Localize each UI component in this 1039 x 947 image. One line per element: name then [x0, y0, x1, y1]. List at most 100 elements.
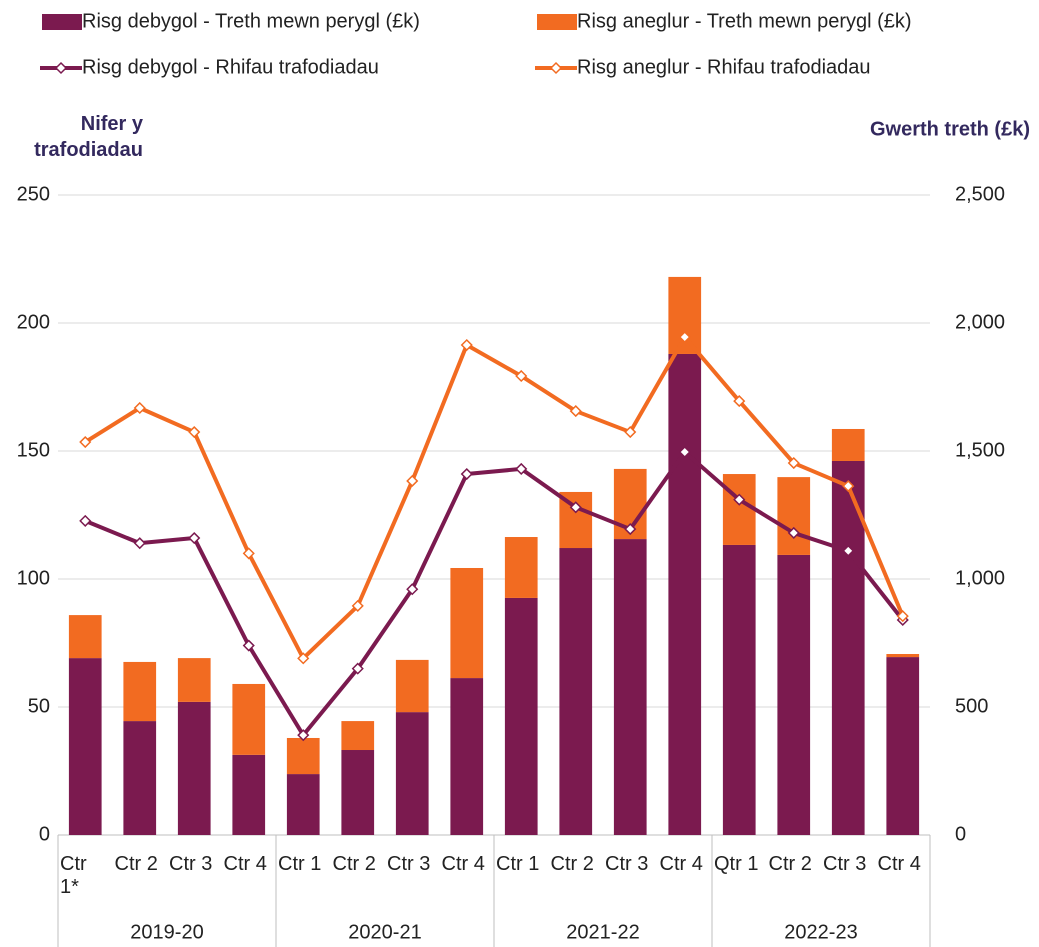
legend-label: Risg aneglur - Rhifau trafodiadau [577, 56, 871, 78]
x-tick-label: Ctr 4 [441, 853, 485, 875]
y2-tick-label: 2,000 [955, 311, 1005, 333]
bar [886, 654, 920, 658]
y-tick-label: 250 [17, 183, 50, 205]
bar [450, 567, 484, 679]
x-tick-label: Ctr 4 [659, 853, 703, 875]
line [84, 335, 905, 661]
x-tick-label: Ctr 1* [60, 853, 87, 898]
group-label: 2021-22 [566, 921, 639, 943]
group-label: 2022-23 [784, 921, 857, 943]
legend-label: Risg debygol - Rhifau trafodiadau [82, 56, 379, 78]
line-marker [624, 425, 637, 439]
line-marker [733, 395, 746, 408]
line-marker [787, 526, 800, 539]
line-marker [515, 369, 528, 383]
line-marker [79, 435, 92, 449]
bar [68, 615, 102, 659]
line-marker [297, 729, 310, 742]
x-tick-label: Qtr 1 [714, 853, 759, 875]
legend-swatch [537, 14, 577, 30]
bar [722, 474, 756, 545]
bar [395, 659, 429, 713]
group-label: 2019-20 [130, 921, 203, 943]
line-marker [842, 544, 855, 557]
line-marker [569, 405, 582, 418]
x-tick-label: Ctr 4 [877, 853, 921, 875]
x-tick-label: Ctr 2 [768, 853, 812, 875]
line-marker [460, 467, 473, 481]
y-title: Nifer y trafodiadau [34, 113, 144, 161]
line [84, 450, 905, 738]
y-tick-label: 150 [17, 439, 50, 461]
y2-tick-label: 1,500 [955, 439, 1005, 461]
x-tick-label: Ctr 3 [823, 853, 867, 875]
x-tick-label: Ctr 3 [387, 853, 431, 875]
legend-label: Risg aneglur - Treth mewn perygl (£k) [577, 10, 912, 32]
line-marker [188, 425, 201, 439]
line-marker [569, 501, 582, 514]
x-tick-label: Ctr 1 [496, 853, 540, 875]
line-marker [678, 445, 691, 459]
line-marker [188, 531, 201, 545]
bar [123, 661, 157, 722]
bar [722, 544, 756, 835]
bar [831, 460, 865, 835]
bar [232, 683, 266, 755]
bar [395, 712, 429, 835]
y2-tick-label: 500 [955, 695, 988, 717]
line-marker [515, 462, 528, 475]
line-marker [133, 537, 146, 550]
x-tick-label: Ctr 2 [332, 853, 376, 875]
y-tick-label: 200 [17, 311, 50, 333]
x-tick-label: Ctr 2 [114, 853, 158, 875]
legend-marker [54, 61, 68, 75]
y-tick-label: 0 [39, 823, 50, 845]
legend-label: Risg debygol - Treth mewn perygl (£k) [82, 10, 420, 32]
line-marker [133, 401, 146, 415]
bar [68, 658, 102, 835]
line-marker [242, 547, 255, 560]
line-marker [733, 493, 746, 506]
bar [504, 597, 538, 835]
line-marker [460, 338, 473, 352]
bar [886, 657, 920, 835]
x-tick-label: Ctr 4 [223, 853, 267, 875]
bar [504, 537, 538, 598]
line-marker [678, 331, 691, 344]
x-tick-label: Ctr 3 [605, 853, 649, 875]
line-marker [896, 610, 909, 623]
bar [177, 701, 211, 835]
bar [341, 750, 375, 835]
line-marker [624, 523, 637, 536]
bar [286, 774, 320, 835]
bar [123, 721, 157, 835]
x-tick-label: Ctr 1 [278, 853, 322, 875]
line-marker [787, 456, 800, 470]
bar [831, 428, 865, 461]
y-tick-label: 50 [28, 695, 50, 717]
bar [450, 678, 484, 835]
bar [777, 554, 811, 835]
bar [777, 477, 811, 555]
y-tick-label: 100 [17, 567, 50, 589]
bar [286, 737, 320, 775]
line-marker [406, 583, 419, 596]
line-marker [406, 474, 419, 488]
group-label: 2020-21 [348, 921, 421, 943]
bar [559, 548, 593, 835]
bar [613, 539, 647, 835]
y2-tick-label: 2,500 [955, 183, 1005, 205]
y-title-line: Nifer y [81, 113, 144, 135]
bar [668, 353, 702, 835]
x-tick-label: Ctr 3 [169, 853, 213, 875]
x-tick-label: Ctr 2 [550, 853, 594, 875]
line-marker [351, 599, 364, 612]
line-marker [242, 639, 255, 652]
y2-title: Gwerth treth (£k) [870, 118, 1030, 140]
line-marker [351, 662, 364, 675]
legend-marker [549, 61, 563, 75]
line-marker [79, 514, 92, 527]
line-marker [842, 480, 855, 493]
